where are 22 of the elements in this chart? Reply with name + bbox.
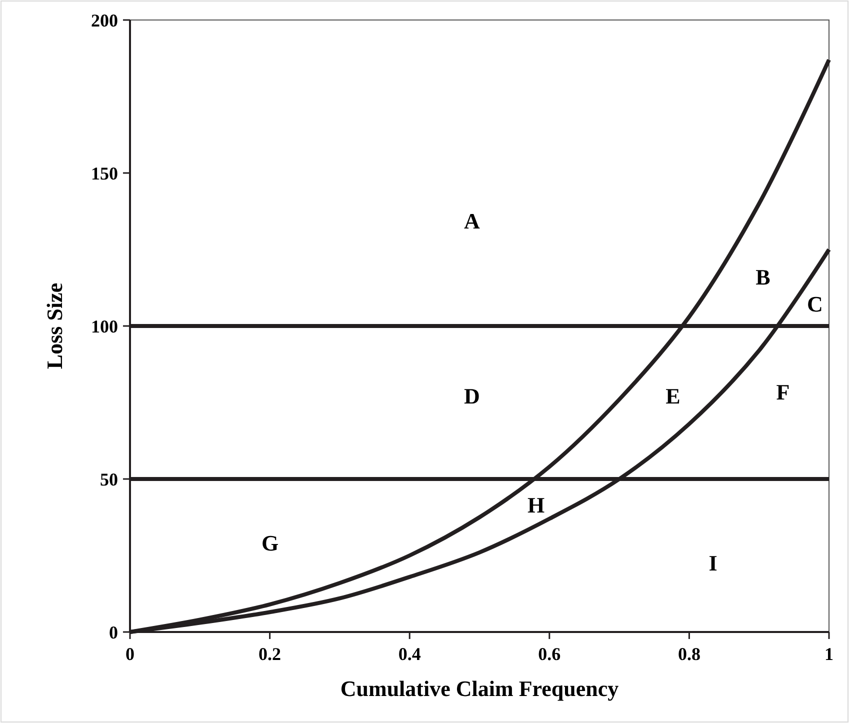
x-tick-label: 0.2: [258, 644, 282, 664]
annotation: F: [776, 380, 790, 405]
x-tick-label: 0: [126, 644, 134, 664]
x-tick-label: 0.6: [538, 644, 561, 664]
annotation: I: [708, 550, 718, 576]
x-tick-label: 1: [824, 644, 834, 664]
y-tick-label: 150: [91, 163, 118, 184]
annotation: C: [807, 292, 823, 317]
y-tick-label: 0: [109, 622, 118, 642]
y-tick-label: 200: [91, 10, 118, 30]
annotation: H: [527, 492, 545, 518]
y-tick-label: 50: [100, 469, 118, 490]
x-tick-label: 0.8: [678, 644, 700, 664]
annotation: A: [464, 208, 480, 234]
annotation: E: [666, 384, 680, 409]
annotation: B: [756, 264, 771, 290]
annotation: G: [261, 530, 279, 556]
y-tick-label: 100: [91, 316, 118, 336]
x-axis-title: Cumulative Claim Frequency: [340, 676, 619, 701]
annotation: D: [464, 384, 480, 409]
y-axis-title: Loss Size: [42, 282, 67, 370]
x-tick-label: 0.4: [398, 644, 421, 664]
